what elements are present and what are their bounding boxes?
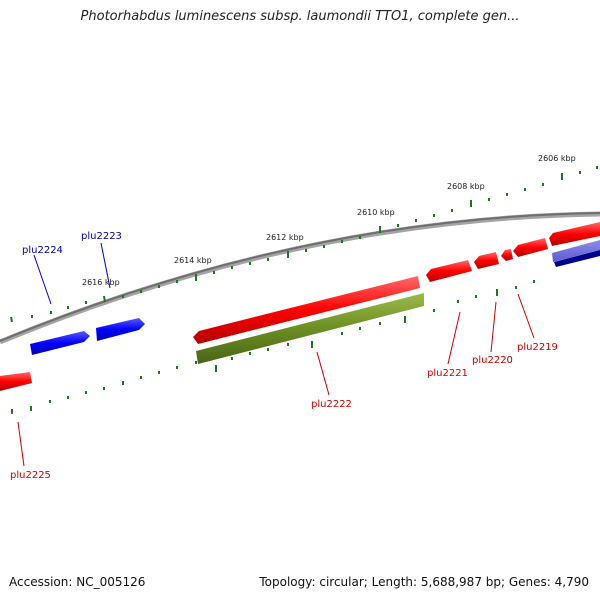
gene-label-plu2221: plu2221 — [427, 368, 468, 379]
gene-plu2219[interactable]: plu2219 — [513, 222, 600, 353]
feature-forward-track2[interactable] — [552, 240, 600, 267]
gene-label-plu2220: plu2220 — [472, 355, 513, 366]
topology-summary: Topology: circular; Length: 5,688,987 bp… — [259, 575, 589, 589]
gene-plu2223[interactable]: plu2223 — [81, 231, 145, 341]
scale-label-2612: 2612 kbp — [266, 233, 304, 242]
gene-label-plu2222: plu2222 — [311, 399, 352, 410]
gene-plu2224[interactable]: plu2224 — [22, 245, 90, 355]
scale-label-2608: 2608 kbp — [447, 182, 485, 191]
scale-labels: 2606 kbp 2608 kbp 2610 kbp 2612 kbp 2614… — [82, 154, 576, 287]
outer-tick-ring — [10, 166, 598, 323]
accession-text: Accession: NC_005126 — [9, 575, 146, 589]
gene-label-plu2225: plu2225 — [10, 470, 51, 481]
gene-label-plu2219: plu2219 — [517, 342, 558, 353]
genome-backbone — [0, 211, 600, 345]
gene-label-plu2224: plu2224 — [22, 245, 63, 256]
gene-plu2225[interactable]: plu2225 — [0, 372, 51, 481]
scale-label-2610: 2610 kbp — [357, 208, 395, 217]
map-title: Photorhabdus luminescens subsp. laumondi… — [80, 9, 520, 24]
gene-label-plu2223: plu2223 — [81, 231, 122, 242]
scale-label-2616: 2616 kbp — [82, 278, 120, 287]
gene-plu2222[interactable]: plu2222 — [193, 276, 424, 410]
gene-plu2221[interactable]: plu2221 — [426, 260, 472, 379]
gene-plu2220[interactable]: plu2220 — [472, 249, 513, 366]
scale-label-2606: 2606 kbp — [538, 154, 576, 163]
scale-label-2614: 2614 kbp — [174, 256, 212, 265]
inner-tick-ring — [11, 280, 535, 414]
